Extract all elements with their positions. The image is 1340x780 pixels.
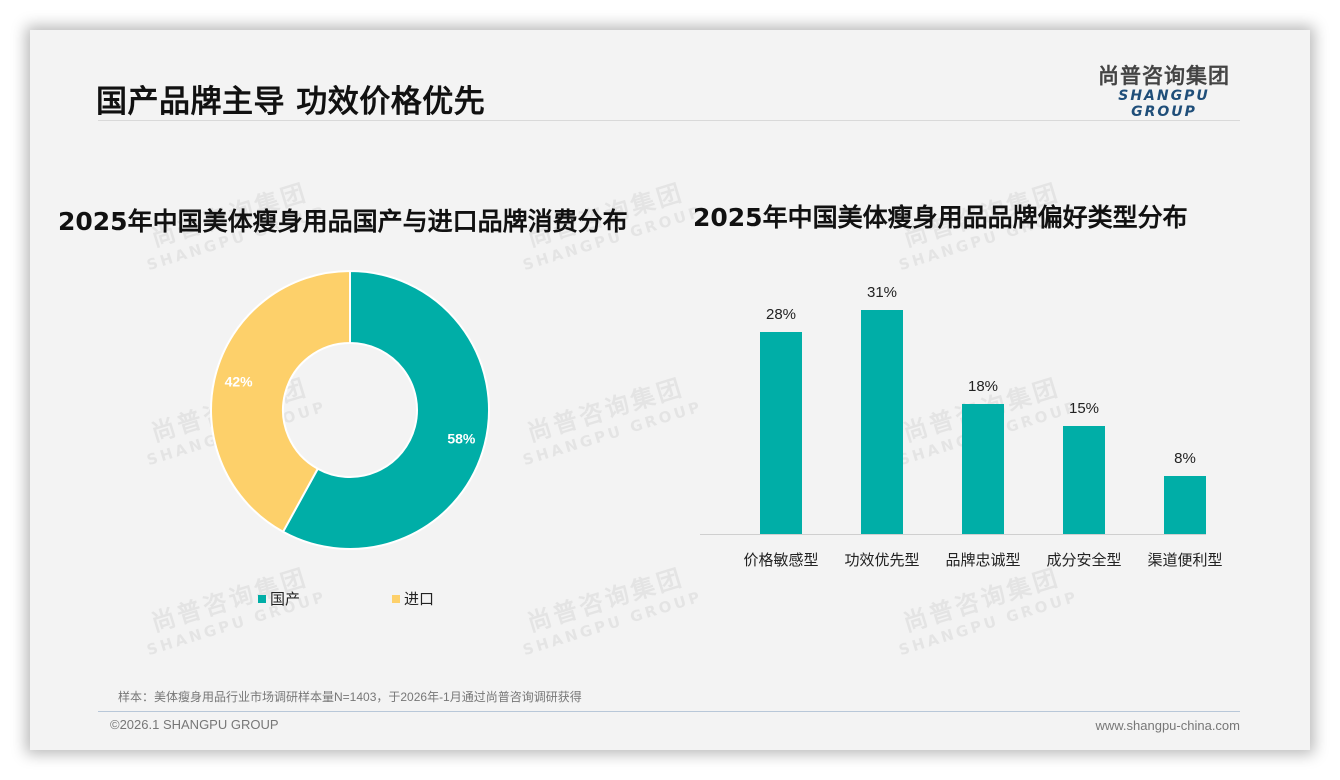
donut-chart: 58% 42% bbox=[210, 270, 490, 550]
x-axis-line bbox=[700, 534, 1206, 535]
bar bbox=[861, 309, 903, 534]
donut-slice-domestic bbox=[281, 270, 490, 550]
bar-value-label: 18% bbox=[967, 377, 999, 395]
x-axis-category-label: 渠道便利型 bbox=[1147, 552, 1223, 569]
footer-website-link[interactable]: www.shangpu-china.com bbox=[1095, 718, 1240, 733]
donut-chart-title: 2025年中国美体瘦身用品国产与进口品牌消费分布 bbox=[58, 207, 628, 236]
slice-label-domestic: 58% bbox=[447, 431, 476, 447]
sample-note: 样本：美体瘦身用品行业市场调研样本量N=1403，于2026年-1月通过尚普咨询… bbox=[118, 690, 582, 704]
x-axis-category-label: 价格敏感型 bbox=[743, 552, 819, 569]
bar-chart: 28% 31% 18% 15% 8% 价格敏感型 功效优先型 品牌忠诚型 成分安… bbox=[700, 270, 1223, 570]
legend-label: 国产 bbox=[270, 591, 301, 608]
bar-value-label: 31% bbox=[866, 283, 898, 301]
bar bbox=[760, 331, 802, 534]
bar-value-label: 8% bbox=[1174, 450, 1196, 468]
slide: 国产品牌主导 功效价格优先 尚普咨询集团 SHANGPU GROUP 尚普咨询集… bbox=[30, 30, 1310, 750]
bar-value-label: 15% bbox=[1068, 399, 1100, 417]
bar bbox=[1063, 425, 1105, 534]
title-divider bbox=[98, 120, 1240, 121]
footer-divider bbox=[98, 711, 1240, 712]
legend-label: 进口 bbox=[404, 591, 435, 608]
slice-label-imported: 42% bbox=[225, 373, 254, 389]
donut-slice-imported bbox=[210, 270, 351, 534]
legend-swatch-icon bbox=[392, 594, 400, 603]
company-logo: 尚普咨询集团 SHANGPU GROUP bbox=[1088, 64, 1240, 120]
bar-chart-title: 2025年中国美体瘦身用品品牌偏好类型分布 bbox=[693, 203, 1188, 232]
x-axis-category-label: 品牌忠诚型 bbox=[945, 552, 1021, 569]
bar bbox=[1164, 476, 1206, 534]
x-axis-category-label: 成分安全型 bbox=[1046, 552, 1122, 569]
legend-item-imported: 进口 bbox=[392, 588, 434, 609]
bar bbox=[962, 403, 1004, 534]
x-axis-category-label: 功效优先型 bbox=[844, 552, 920, 569]
logo-chinese-text: 尚普咨询集团 bbox=[1098, 64, 1230, 88]
legend-item-domestic: 国产 bbox=[258, 588, 300, 609]
legend-swatch-icon bbox=[258, 594, 266, 603]
footer-copyright: ©2026.1 SHANGPU GROUP bbox=[110, 717, 279, 732]
logo-english-text: SHANGPU GROUP bbox=[1118, 88, 1210, 120]
page-title: 国产品牌主导 功效价格优先 bbox=[96, 84, 486, 120]
bar-value-label: 28% bbox=[765, 305, 797, 323]
